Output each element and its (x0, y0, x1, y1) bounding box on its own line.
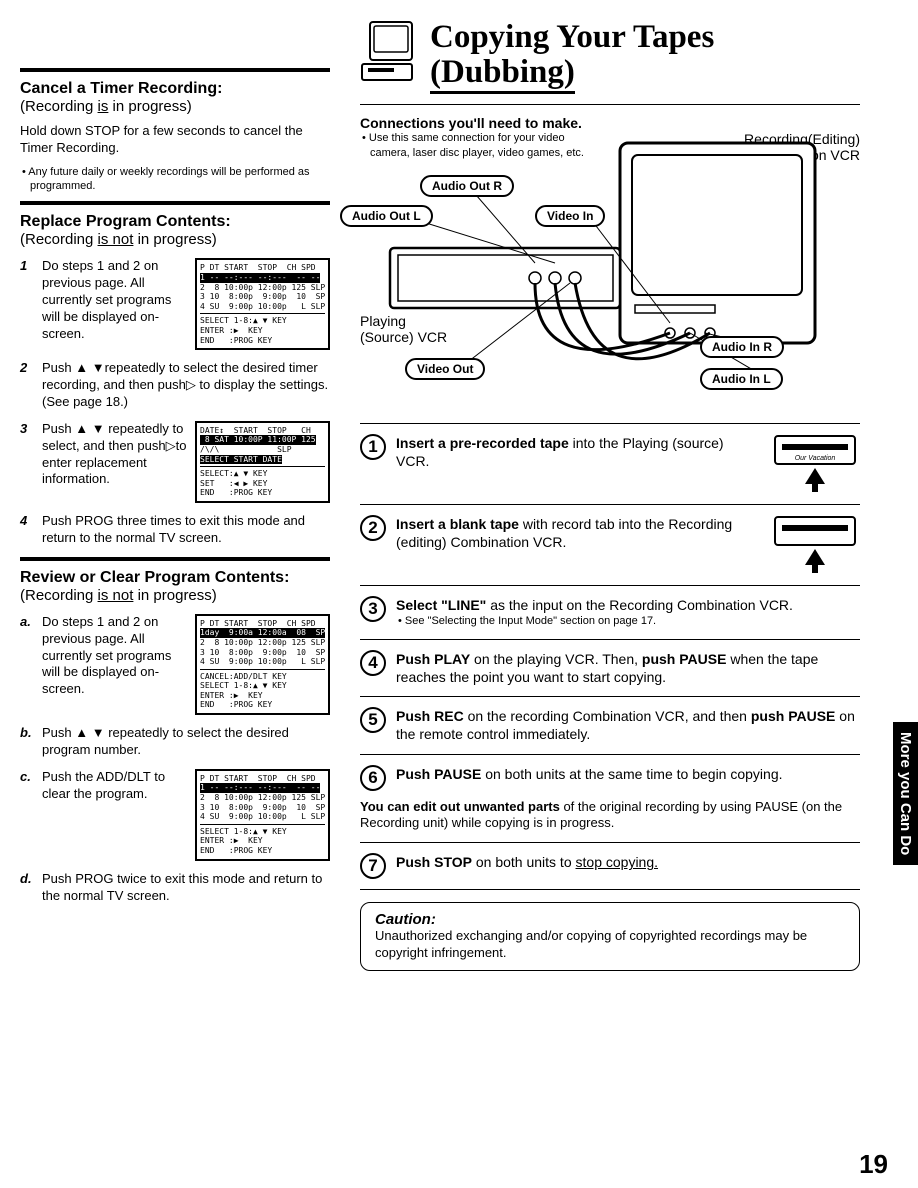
rule (20, 557, 330, 561)
replace-title: Replace Program Contents: (20, 213, 330, 231)
step-c: c. Push the ADD/DLT to clear the program… (20, 769, 330, 861)
page-number: 19 (859, 1149, 888, 1180)
step-3: 3 Push ▲ ▼ repeatedly to select, and the… (20, 421, 330, 503)
tape-insert-icon: Our Vacation (770, 434, 860, 494)
left-column: Cancel a Timer Recording: (Recording is … (20, 10, 330, 971)
main-title-row: Copying Your Tapes (Dubbing) (360, 20, 860, 94)
step-2: 2 Push ▲ ▼repeatedly to select the desir… (20, 360, 330, 411)
dub-step-7: 7 Push STOP on both units to stop copyin… (360, 853, 860, 879)
rule (20, 68, 330, 72)
screen-display-4: P DT START STOP CH SPD 1 -- --:--- --:--… (195, 769, 330, 861)
rule (360, 423, 860, 424)
dub-step-3: 3 Select "LINE" as the input on the Reco… (360, 596, 860, 628)
edit-note: You can edit out unwanted parts of the o… (360, 799, 860, 833)
video-out-label: Video Out (405, 358, 485, 380)
rule (360, 104, 860, 105)
screen-display-2: DATE↕ START STOP CH 8 SAT 10:00P 11:00P … (195, 421, 330, 503)
review-steps: a. Do steps 1 and 2 on previous page. Al… (20, 614, 330, 905)
rule (360, 889, 860, 890)
rule (360, 842, 860, 843)
rule (360, 696, 860, 697)
connections-title: Connections you'll need to make. (360, 115, 860, 131)
side-tab: More you Can Do (893, 722, 918, 865)
rule (360, 639, 860, 640)
screen-display-3: P DT START STOP CH SPD 1day 9:00a 12:00a… (195, 614, 330, 715)
screen-display-1: P DT START STOP CH SPD 1 -- --:--- --:--… (195, 258, 330, 350)
svg-text:Our Vacation: Our Vacation (795, 455, 836, 462)
cancel-sub: (Recording is in progress) (20, 98, 330, 115)
dub-step-4: 4 Push PLAY on the playing VCR. Then, pu… (360, 650, 860, 686)
page-content: Cancel a Timer Recording: (Recording is … (20, 10, 898, 971)
dub-step-2: 2 Insert a blank tape with record tab in… (360, 515, 860, 575)
rule (360, 754, 860, 755)
rule (360, 504, 860, 505)
replace-steps: 1 Do steps 1 and 2 on previous page. All… (20, 258, 330, 546)
review-title: Review or Clear Program Contents: (20, 569, 330, 587)
right-column: Copying Your Tapes (Dubbing) Connections… (360, 10, 860, 971)
step-b: b. Push ▲ ▼ repeatedly to select the des… (20, 725, 330, 759)
connection-diagram: Audio Out R Audio Out L Video In Playing… (360, 133, 860, 413)
caution-box: Caution: Unauthorized exchanging and/or … (360, 902, 860, 971)
tape-insert-icon (770, 515, 860, 575)
dub-step-5: 5 Push REC on the recording Combination … (360, 707, 860, 743)
dub-step-1: 1 Insert a pre-recorded tape into the Pl… (360, 434, 860, 494)
step-4: 4 Push PROG three times to exit this mod… (20, 513, 330, 547)
audio-in-r-label: Audio In R (700, 336, 784, 358)
rule (360, 585, 860, 586)
main-title: Copying Your Tapes (Dubbing) (430, 20, 714, 94)
step-1: 1 Do steps 1 and 2 on previous page. All… (20, 258, 330, 350)
replace-sub: (Recording is not in progress) (20, 231, 330, 248)
review-sub: (Recording is not in progress) (20, 587, 330, 604)
playing-vcr-label: Playing (Source) VCR (360, 313, 447, 345)
dub-step-6: 6 Push PAUSE on both units at the same t… (360, 765, 860, 791)
step-a: a. Do steps 1 and 2 on previous page. Al… (20, 614, 330, 715)
step-d: d. Push PROG twice to exit this mode and… (20, 871, 330, 905)
tv-vcr-icon (360, 20, 420, 85)
rule (20, 201, 330, 205)
audio-out-l-label: Audio Out L (340, 205, 433, 227)
video-in-label: Video In (535, 205, 605, 227)
audio-out-r-label: Audio Out R (420, 175, 514, 197)
cancel-title: Cancel a Timer Recording: (20, 80, 330, 98)
cancel-body: Hold down STOP for a few seconds to canc… (20, 123, 330, 157)
cancel-bullet: • Any future daily or weekly recordings … (20, 165, 330, 194)
audio-in-l-label: Audio In L (700, 368, 783, 390)
